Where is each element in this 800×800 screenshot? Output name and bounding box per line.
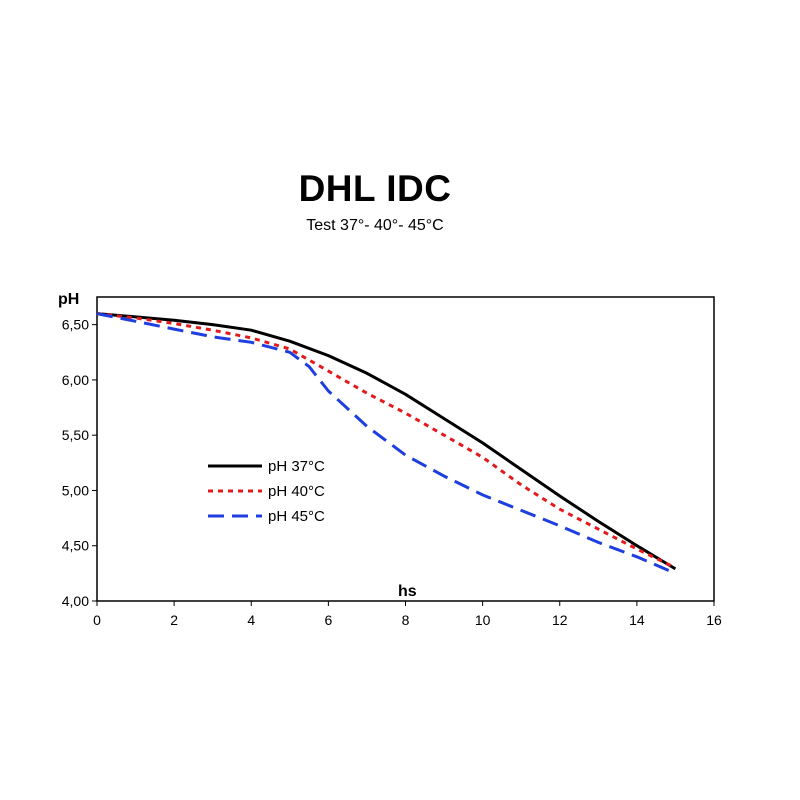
chart-subtitle: Test 37°- 40°- 45°C: [306, 217, 444, 234]
chart-title: DHL IDC: [298, 168, 452, 209]
y-axis-label: pH: [58, 291, 79, 308]
series-line-3: [96, 312, 676, 575]
y-tick-label: 5,00: [62, 482, 89, 498]
y-tick-label: 5,50: [62, 427, 89, 443]
legend: pH 37°C pH 40°C pH 45°C: [208, 458, 325, 525]
y-axis: 4,00 4,50 5,00 5,50 6,00 6,50: [62, 317, 97, 609]
y-tick-label: 6,50: [62, 317, 89, 333]
x-tick-label: 16: [706, 612, 722, 628]
x-tick-label: 2: [170, 612, 178, 628]
series-line-2: [96, 312, 677, 570]
x-axis-label: hs: [398, 583, 417, 600]
y-tick-label: 4,50: [62, 538, 89, 554]
legend-label-2: pH 40°C: [268, 483, 325, 500]
x-tick-label: 14: [629, 612, 645, 628]
series-lines: [96, 312, 677, 575]
plot-area-frame: [96, 296, 715, 602]
x-tick-label: 6: [324, 612, 332, 628]
series-line-1: [96, 312, 677, 571]
y-tick-label: 4,00: [62, 593, 89, 609]
x-tick-label: 8: [402, 612, 410, 628]
x-tick-label: 4: [247, 612, 255, 628]
y-tick-label: 6,00: [62, 372, 89, 388]
x-tick-label: 0: [93, 612, 101, 628]
x-tick-label: 10: [475, 612, 491, 628]
x-axis: 0 2 4 6 8 10 12 14 16: [93, 601, 722, 628]
x-tick-label: 12: [552, 612, 568, 628]
legend-label-3: pH 45°C: [268, 508, 325, 525]
legend-label-1: pH 37°C: [268, 458, 325, 475]
